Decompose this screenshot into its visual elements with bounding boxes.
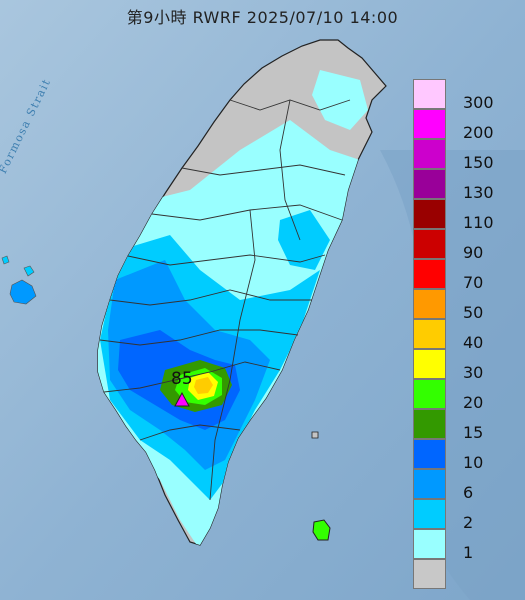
legend-row: [413, 559, 513, 589]
legend-swatch: [413, 379, 446, 409]
legend-row: 1: [413, 529, 513, 562]
legend-swatch: [413, 289, 446, 319]
legend-swatch: [413, 409, 446, 439]
green-island: [311, 431, 319, 439]
county-boundaries: [99, 99, 351, 501]
legend-label: 130: [463, 183, 494, 202]
legend-swatch: [413, 229, 446, 259]
legend-label: 15: [463, 423, 484, 442]
rain-area-east-2mm: [278, 210, 330, 270]
legend-row: 20: [413, 379, 513, 412]
legend-label: 110: [463, 213, 494, 232]
east-sea-shading: [380, 150, 525, 600]
legend-row: 10: [413, 439, 513, 472]
legend-label: 20: [463, 393, 484, 412]
max-rainfall-marker: [174, 391, 190, 407]
legend-swatch: [413, 439, 446, 469]
legend-row: 90: [413, 229, 513, 262]
legend-label: 30: [463, 363, 484, 382]
legend-swatch: [413, 259, 446, 289]
legend-swatch: [413, 499, 446, 529]
legend-label: 50: [463, 303, 484, 322]
rain-overlay: [98, 70, 368, 545]
legend-label: 90: [463, 243, 484, 262]
legend-swatch: [413, 319, 446, 349]
legend-row: 200: [413, 109, 513, 142]
legend-swatch: [413, 109, 446, 139]
map-title: 第9小時 RWRF 2025/07/10 14:00: [126, 8, 399, 27]
legend-row: 30: [413, 349, 513, 382]
legend-swatch: [413, 79, 446, 109]
legend-label: 300: [463, 93, 494, 112]
legend-row: 130: [413, 169, 513, 202]
legend-label: 200: [463, 123, 494, 142]
legend-row: 300: [413, 79, 513, 112]
penghu-islands-west: [1, 255, 10, 265]
legend-swatch: [413, 559, 446, 589]
rainfall-legend: 300 200 150 130 110 90 70 50 40 30 20 15 10 6 2 1: [413, 79, 513, 589]
orchid-island: [312, 519, 331, 541]
rain-area-east-1mm: [312, 70, 368, 130]
legend-row: 6: [413, 469, 513, 502]
legend-swatch: [413, 529, 446, 559]
legend-label: 70: [463, 273, 484, 292]
legend-row: 70: [413, 259, 513, 292]
legend-row: 50: [413, 289, 513, 322]
legend-row: 110: [413, 199, 513, 232]
legend-row: 15: [413, 409, 513, 442]
legend-swatch: [413, 469, 446, 499]
legend-swatch: [413, 139, 446, 169]
legend-swatch: [413, 349, 446, 379]
legend-row: 150: [413, 139, 513, 172]
legend-label: 150: [463, 153, 494, 172]
legend-row: 2: [413, 499, 513, 532]
legend-label: 10: [463, 453, 484, 472]
legend-swatch: [413, 199, 446, 229]
legend-label: 40: [463, 333, 484, 352]
penghu-islands: [9, 279, 37, 305]
max-rainfall-value: 85: [171, 369, 193, 389]
rain-area-40mm: [194, 377, 213, 394]
legend-label: 2: [463, 513, 474, 532]
legend-swatch: [413, 169, 446, 199]
legend-label: 6: [463, 483, 474, 502]
penghu-islands-north: [23, 265, 35, 277]
legend-label: 1: [463, 543, 474, 562]
legend-row: 40: [413, 319, 513, 352]
